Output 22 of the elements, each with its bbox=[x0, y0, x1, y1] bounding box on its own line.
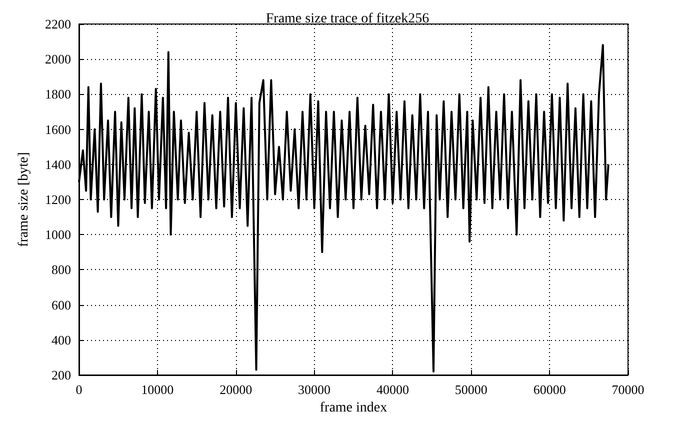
y-tick-label: 1800 bbox=[45, 86, 71, 102]
y-tick-label: 800 bbox=[52, 262, 71, 278]
x-tick-label: 40000 bbox=[376, 382, 409, 397]
y-tick-label: 1400 bbox=[45, 156, 71, 172]
chart-title: Frame size trace of fitzek256 bbox=[266, 12, 430, 26]
y-tick-label: 200 bbox=[52, 368, 71, 382]
y-tick-label: 1000 bbox=[45, 227, 71, 242]
y-tick-label: 400 bbox=[52, 332, 71, 348]
y-tick-label: 2200 bbox=[45, 16, 71, 32]
y-tick-label: 1600 bbox=[45, 122, 71, 137]
y-tick-label: 2000 bbox=[45, 52, 71, 67]
y-tick-label: 600 bbox=[52, 297, 71, 312]
x-tick-label: 0 bbox=[76, 382, 82, 397]
x-tick-label: 60000 bbox=[533, 382, 566, 397]
x-tick-label: 70000 bbox=[612, 382, 644, 397]
x-tick-label: 10000 bbox=[141, 382, 174, 397]
x-tick-label: 30000 bbox=[298, 382, 331, 397]
x-tick-label: 50000 bbox=[454, 382, 488, 397]
y-axis-title: frame size [byte] bbox=[16, 152, 32, 247]
y-tick-label: 1200 bbox=[45, 192, 71, 207]
x-axis-title: frame index bbox=[320, 400, 388, 416]
x-tick-label: 20000 bbox=[220, 382, 252, 397]
